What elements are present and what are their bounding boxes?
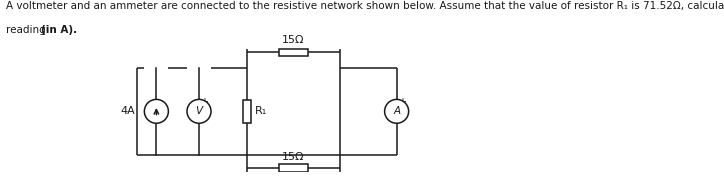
Text: +: + <box>398 96 406 107</box>
Text: reading: reading <box>6 25 49 35</box>
Bar <box>243 100 251 123</box>
Text: 15Ω: 15Ω <box>282 152 305 162</box>
Text: 4A: 4A <box>120 106 135 116</box>
Text: R₁: R₁ <box>255 106 267 116</box>
Text: A: A <box>393 106 400 116</box>
Text: reading (in A).: reading (in A). <box>0 192 1 193</box>
Bar <box>279 164 308 172</box>
Circle shape <box>187 99 211 123</box>
Text: V: V <box>195 106 203 116</box>
Circle shape <box>144 99 169 123</box>
Text: +: + <box>201 96 209 107</box>
Text: 15Ω: 15Ω <box>282 36 305 46</box>
Text: A voltmeter and an ammeter are connected to the resistive network shown below. A: A voltmeter and an ammeter are connected… <box>6 1 724 11</box>
Bar <box>279 49 308 56</box>
Text: (in A).: (in A). <box>41 25 77 35</box>
Circle shape <box>384 99 408 123</box>
